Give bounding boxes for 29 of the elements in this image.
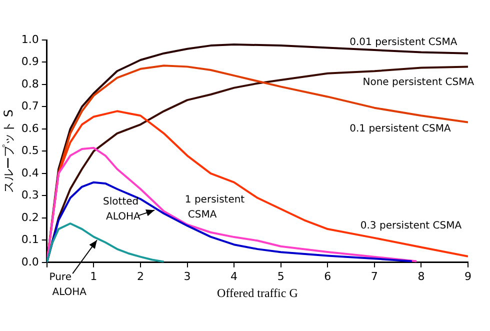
y-tick-label: 0.6: [21, 122, 39, 135]
y-axis-title: スループット S: [1, 109, 16, 193]
x-tick-label: 2: [136, 270, 144, 283]
y-tick-label: 0.5: [21, 144, 39, 158]
x-tick-label: 6: [324, 270, 332, 283]
x-tick-label: 8: [418, 270, 425, 283]
series-label: None persistent CSMA: [362, 76, 474, 88]
series-label: Slotted ALOHA: [103, 196, 140, 223]
x-tick-label: 9: [464, 270, 472, 283]
y-tick-label: 0.0: [21, 255, 39, 268]
y-tick-label: 0.2: [21, 210, 39, 224]
x-tick-label: 7: [370, 270, 378, 283]
x-tick-label: 5: [277, 270, 284, 283]
y-tick-label: 0.3: [21, 188, 39, 202]
x-tick-label: 4: [230, 270, 238, 283]
y-tick-label: 0.7: [21, 100, 39, 113]
x-tick-label: 1: [90, 270, 98, 283]
series-label: 0.3 persistent CSMA: [360, 220, 462, 232]
series-label: 1 persistent CSMA: [184, 194, 245, 220]
x-axis-title: Offered traffic G: [217, 286, 298, 300]
y-tick-label: 0.1: [21, 233, 39, 246]
y-tick-label: 0.8: [21, 77, 39, 90]
x-tick-label: 3: [184, 270, 191, 283]
y-tick-label: 1.0: [21, 32, 39, 46]
series-label: 0.1 persistent CSMA: [350, 124, 451, 135]
series-label: 0.01 persistent CSMA: [350, 36, 458, 48]
series-label: Pure ALOHA: [49, 272, 87, 298]
y-tick-label: 0.4: [21, 166, 39, 180]
y-tick-label: 0.9: [21, 55, 39, 68]
